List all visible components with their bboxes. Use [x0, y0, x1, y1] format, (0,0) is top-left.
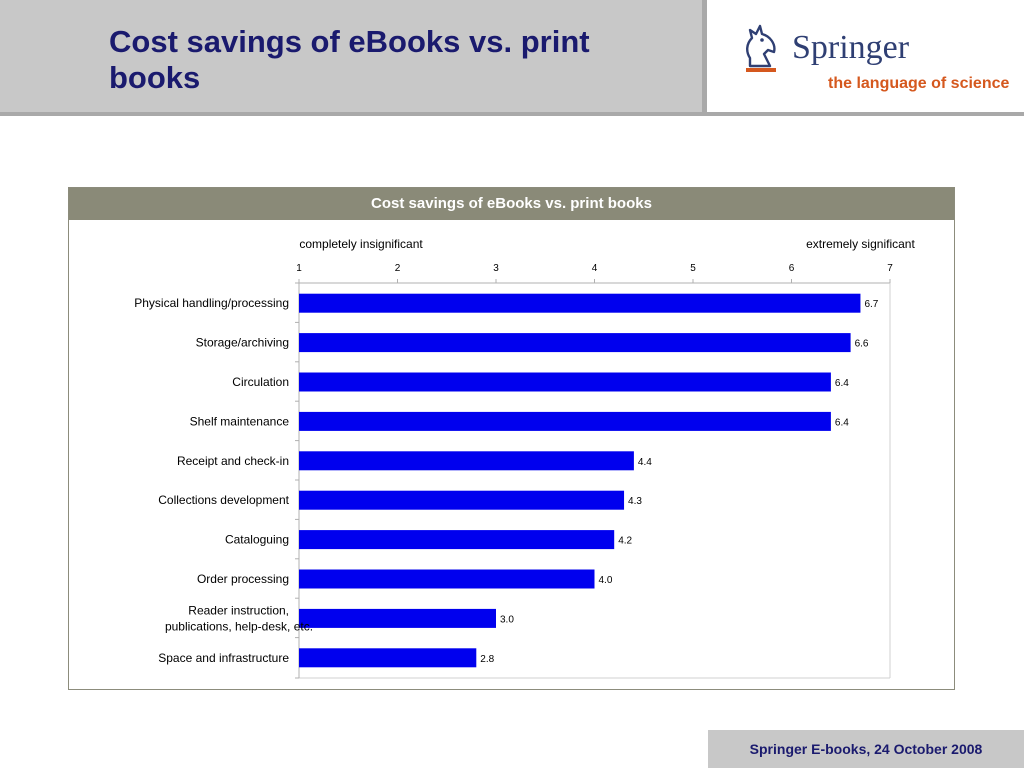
bar-value-label: 3.0	[500, 614, 514, 625]
bar	[299, 648, 477, 668]
bar	[299, 490, 625, 510]
header-band	[0, 0, 702, 112]
bar-value-label: 6.7	[864, 299, 878, 310]
bar	[299, 608, 496, 628]
bar	[299, 333, 851, 353]
x-tick-label: 7	[887, 263, 893, 274]
x-tick-label: 4	[592, 263, 598, 274]
category-label: Collections development	[158, 493, 289, 507]
slide-footer: Springer E-books, 24 October 2008	[708, 730, 1024, 768]
bar	[299, 372, 831, 392]
category-label: Reader instruction, publications, help-de…	[165, 603, 313, 633]
bar	[299, 530, 615, 550]
category-label: Space and infrastructure	[158, 651, 289, 665]
bar-value-label: 4.4	[638, 457, 652, 468]
x-tick-label: 1	[296, 263, 302, 274]
category-label: Order processing	[197, 572, 289, 586]
bar-value-label: 2.8	[480, 654, 494, 665]
scale-label-high: extremely significant	[806, 237, 915, 251]
springer-logo: Springer the language of science	[740, 20, 1010, 100]
x-tick-label: 5	[690, 263, 696, 274]
x-tick-label: 2	[395, 263, 401, 274]
category-label: Storage/archiving	[196, 336, 289, 350]
x-tick-label: 6	[789, 263, 795, 274]
chart-title: Cost savings of eBooks vs. print books	[69, 188, 954, 220]
chart-panel: Cost savings of eBooks vs. print books c…	[68, 187, 955, 690]
logo-tagline: the language of science	[828, 75, 1010, 92]
category-label: Shelf maintenance	[190, 414, 290, 428]
scale-label-low: completely insignificant	[299, 237, 423, 251]
header-divider	[702, 0, 707, 112]
category-label: Receipt and check-in	[177, 454, 289, 468]
bar-value-label: 4.3	[628, 496, 642, 507]
bar	[299, 569, 595, 589]
knight-chess-piece-icon	[746, 24, 776, 72]
bar	[299, 451, 634, 471]
bar-value-label: 6.4	[835, 417, 849, 428]
bar	[299, 293, 861, 313]
bar-value-label: 6.6	[855, 339, 869, 350]
bar	[299, 411, 831, 431]
logo-name: Springer	[792, 29, 910, 66]
bar-value-label: 6.4	[835, 378, 849, 389]
category-label: Circulation	[232, 375, 289, 389]
slide-title: Cost savings of eBooks vs. print books	[109, 24, 590, 95]
header-rule	[0, 112, 1024, 116]
x-tick-label: 3	[493, 263, 499, 274]
bar-chart: completely insignificant extremely signif…	[134, 237, 915, 679]
bar-value-label: 4.0	[599, 575, 613, 586]
category-label: Cataloguing	[225, 533, 289, 547]
bar-value-label: 4.2	[618, 536, 632, 547]
category-label: Physical handling/processing	[134, 296, 289, 310]
